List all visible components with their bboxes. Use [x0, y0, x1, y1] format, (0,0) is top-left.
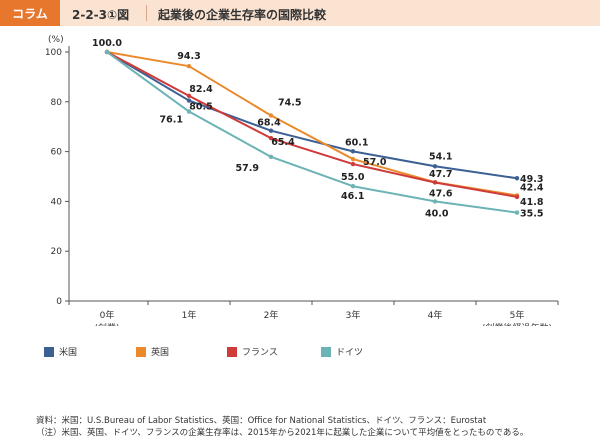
data-label: 80.5 — [189, 102, 212, 113]
legend-item: 英国 — [136, 345, 169, 358]
legend-swatch — [321, 346, 331, 357]
data-label: 68.4 — [257, 118, 281, 129]
y-tick-label: 60 — [51, 148, 63, 158]
line-chart: (%) 0 20 40 60 80 100 0年(創業) 1年 2年 3年 4年 5年(創業後経過年数)… — [45, 35, 559, 326]
series-3-point — [186, 109, 192, 114]
x-tick-sublabel: (創業後経過年数) — [482, 322, 552, 326]
data-label: 40.0 — [425, 208, 449, 219]
x-tick-label: 5年 — [510, 309, 525, 321]
figure-number: 2-2-3①図 — [72, 8, 130, 22]
y-tick-label: 80 — [51, 98, 63, 108]
y-axis-unit-label: (%) — [48, 35, 64, 45]
series-line-0 — [106, 51, 518, 180]
series-2-point — [268, 135, 274, 141]
data-label: 35.5 — [520, 209, 543, 220]
x-tick-label: 1年 — [182, 309, 197, 321]
legend-label: フランス — [242, 348, 278, 358]
data-label: 49.3 — [520, 174, 543, 185]
y-tick-label: 20 — [51, 247, 63, 257]
data-label: 55.0 — [341, 172, 365, 183]
chart-series-lines — [104, 49, 520, 215]
legend-swatch — [227, 346, 237, 357]
series-3-point — [432, 199, 438, 204]
series-line-3 — [106, 51, 518, 214]
series-0-point — [514, 176, 520, 181]
series-1-point — [350, 156, 356, 162]
footnote: （注）米国、英国、ドイツ、フランスの企業生存率は、2015年から2021年に起業… — [36, 428, 529, 438]
data-label: 74.5 — [278, 97, 301, 108]
chart-legend: 米国 英国 フランス ドイツ — [44, 345, 564, 359]
series-0-point — [268, 128, 274, 133]
series-3-point — [514, 210, 520, 215]
column-tag: コラム — [0, 0, 60, 26]
y-tick-label: 100 — [45, 48, 62, 58]
data-label: 60.1 — [345, 137, 368, 148]
legend-label: 英国 — [151, 348, 170, 358]
legend-swatch — [136, 346, 146, 357]
x-tick-label: 3年 — [346, 309, 361, 321]
data-label: 57.0 — [363, 157, 387, 168]
legend-label: ドイツ — [336, 348, 364, 358]
x-tick-sublabel: (創業) — [94, 322, 119, 326]
data-label: 47.7 — [429, 169, 452, 180]
header-divider — [146, 5, 147, 21]
x-tick-label: 2年 — [264, 309, 279, 321]
data-label: 76.1 — [160, 115, 183, 126]
legend-item: 米国 — [44, 345, 77, 358]
series-line-2 — [106, 51, 518, 198]
data-label: 65.4 — [271, 137, 295, 148]
x-tick-label: 4年 — [428, 309, 443, 321]
data-label: 57.9 — [236, 163, 259, 174]
chart-data-labels: 100.0 94.3 82.4 80.5 76.1 74.5 68.4 65.4 57.9 60.… — [92, 38, 544, 220]
data-label: 46.1 — [341, 191, 364, 202]
header-band — [60, 0, 600, 26]
series-0-point — [350, 149, 356, 154]
chart-axes: (%) 0 20 40 60 80 100 0年(創業) 1年 2年 3年 4年 5年(創業後経過年数) — [45, 35, 559, 326]
figure-header: コラム 2-2-3①図 起業後の企業生存率の国際比較 — [0, 0, 600, 26]
series-0-point — [432, 164, 438, 169]
series-2-point — [350, 161, 356, 167]
series-3-point — [104, 49, 110, 55]
series-1-point — [186, 63, 192, 69]
data-label: 54.1 — [429, 151, 452, 162]
legend-item: フランス — [227, 345, 278, 358]
data-label: 100.0 — [92, 38, 122, 49]
data-label: 41.8 — [520, 197, 544, 208]
series-2-point — [514, 194, 520, 200]
y-tick-label: 0 — [56, 297, 62, 307]
legend-label: 米国 — [59, 348, 78, 358]
data-label: 94.3 — [177, 51, 200, 62]
data-label: 42.4 — [520, 182, 544, 193]
series-0-point — [186, 98, 192, 103]
legend-swatch — [44, 346, 54, 357]
series-2-point — [432, 180, 438, 185]
series-2-point — [186, 93, 192, 99]
data-label: 47.6 — [429, 188, 453, 199]
data-label: 82.4 — [189, 84, 213, 95]
series-1-point — [268, 113, 274, 118]
series-3-point — [268, 154, 274, 160]
legend-item: ドイツ — [321, 345, 363, 358]
figure-title: 起業後の企業生存率の国際比較 — [158, 8, 327, 22]
x-tick-label: 0年 — [100, 309, 115, 321]
series-3-point — [350, 184, 356, 189]
source-note: 資料：米国：U.S.Bureau of Labor Statistics、英国：… — [36, 416, 487, 426]
y-tick-label: 40 — [51, 197, 63, 207]
